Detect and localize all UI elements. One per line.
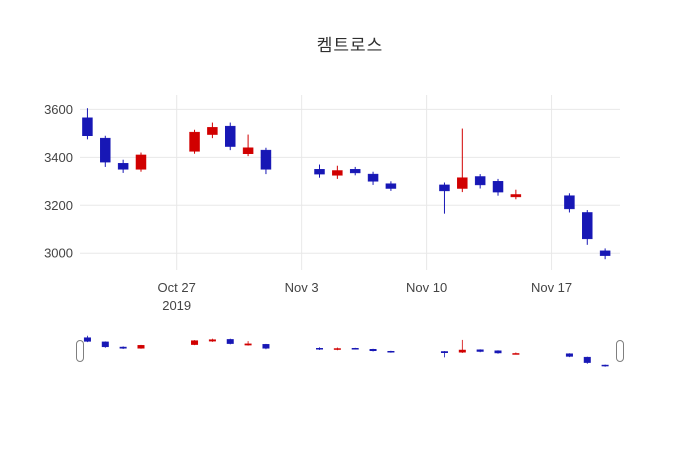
mini-candle — [369, 348, 377, 352]
candle — [100, 135, 111, 167]
mini-candle — [476, 349, 484, 353]
mini-candle — [440, 351, 448, 358]
candle — [474, 174, 486, 189]
y-tick-label: 3400 — [44, 150, 73, 165]
candle — [439, 182, 450, 214]
x-tick-label: Nov 17 — [531, 280, 572, 295]
candle — [260, 147, 272, 175]
candle — [510, 189, 522, 200]
candle — [332, 165, 343, 179]
mini-candle — [458, 339, 466, 353]
range-slider-left-handle[interactable] — [76, 340, 84, 362]
x-tick-label: Nov 3 — [285, 280, 319, 295]
candle — [599, 248, 611, 260]
mini-candle — [512, 352, 520, 355]
y-tick-label: 3600 — [44, 102, 73, 117]
mini-candle — [583, 356, 591, 364]
mini-candle — [83, 335, 91, 343]
mini-candle — [119, 346, 127, 350]
candle — [189, 129, 200, 154]
mini-candle — [191, 340, 199, 346]
x-tick-label: Nov 10 — [406, 280, 447, 295]
candle — [564, 193, 575, 213]
candle — [349, 166, 361, 176]
candle — [82, 108, 93, 140]
y-tick-label: 3000 — [44, 246, 73, 261]
candle — [385, 181, 397, 191]
candle — [224, 122, 236, 151]
mini-candle — [244, 341, 252, 346]
candle — [207, 122, 218, 139]
y-tick-label: 3200 — [44, 198, 73, 213]
mini-candle — [387, 350, 395, 353]
candle — [314, 164, 325, 178]
plot-area[interactable] — [80, 95, 620, 270]
candle — [117, 159, 129, 173]
mini-candle — [101, 341, 109, 348]
mini-candle — [333, 347, 341, 351]
mini-candle — [226, 338, 234, 345]
range-slider[interactable] — [80, 330, 620, 372]
candle — [457, 128, 468, 193]
x-tick-label: Oct 27 — [158, 280, 196, 295]
mini-candle — [262, 343, 270, 350]
candle — [492, 178, 504, 196]
candle — [242, 134, 254, 157]
x-tick-sublabel: 2019 — [162, 298, 191, 313]
mini-candle — [494, 350, 502, 354]
mini-candle — [316, 347, 324, 351]
mini-candle — [601, 364, 609, 367]
mini-candle — [208, 338, 216, 342]
mini-candle — [351, 347, 359, 350]
range-slider-right-handle[interactable] — [616, 340, 624, 362]
candle — [135, 152, 147, 172]
chart-title: 켐트로스 — [316, 36, 384, 55]
mini-candle — [565, 353, 573, 358]
mini-candle — [137, 344, 145, 349]
candle — [367, 171, 379, 185]
candle — [582, 210, 593, 245]
